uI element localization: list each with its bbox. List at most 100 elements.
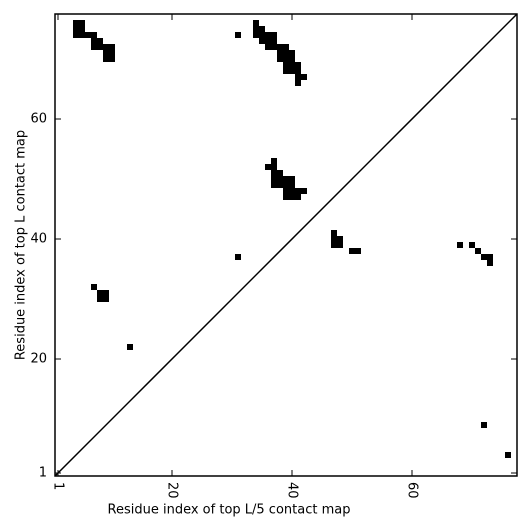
contact-cell bbox=[103, 296, 109, 302]
contact-cell bbox=[271, 170, 277, 176]
contact-cell bbox=[283, 62, 289, 68]
contact-cell bbox=[73, 20, 79, 26]
contact-cell bbox=[295, 80, 301, 86]
contact-cell bbox=[109, 44, 115, 50]
contact-cell bbox=[271, 164, 277, 170]
contact-cell bbox=[505, 452, 511, 458]
contact-cell bbox=[283, 56, 289, 62]
contact-cell bbox=[97, 44, 103, 50]
contact-cell bbox=[295, 68, 301, 74]
contact-cell bbox=[289, 194, 295, 200]
contact-cell bbox=[469, 242, 475, 248]
contact-cell bbox=[481, 422, 487, 428]
contact-cell bbox=[289, 50, 295, 56]
contact-cell bbox=[277, 170, 283, 176]
contact-cell bbox=[289, 56, 295, 62]
contact-cell bbox=[73, 32, 79, 38]
contact-cell bbox=[331, 236, 337, 242]
contact-cell bbox=[91, 44, 97, 50]
contact-cell bbox=[253, 32, 259, 38]
contact-cell bbox=[481, 254, 487, 260]
contact-cell bbox=[283, 50, 289, 56]
contact-cell bbox=[103, 56, 109, 62]
contact-cell bbox=[295, 194, 301, 200]
contact-cell bbox=[97, 296, 103, 302]
y-tick-label: 20 bbox=[30, 352, 47, 367]
contact-cell bbox=[103, 44, 109, 50]
y-tick-label: 40 bbox=[30, 232, 47, 247]
contact-cell bbox=[289, 182, 295, 188]
contact-cell bbox=[283, 68, 289, 74]
contact-cell bbox=[271, 44, 277, 50]
contact-cell bbox=[127, 344, 133, 350]
contact-cell bbox=[73, 26, 79, 32]
contact-cell bbox=[487, 254, 493, 260]
contact-cell bbox=[79, 20, 85, 26]
contact-cell bbox=[265, 44, 271, 50]
contact-cell bbox=[235, 254, 241, 260]
contact-cell bbox=[265, 32, 271, 38]
contact-cell bbox=[289, 176, 295, 182]
contact-cell bbox=[271, 158, 277, 164]
contact-cell bbox=[259, 38, 265, 44]
contact-cell bbox=[283, 176, 289, 182]
x-tick-label: 60 bbox=[405, 482, 420, 499]
contact-cell bbox=[295, 188, 301, 194]
contact-cell bbox=[103, 290, 109, 296]
contact-cell bbox=[487, 260, 493, 266]
contact-cell bbox=[289, 188, 295, 194]
contact-cell bbox=[277, 44, 283, 50]
contact-cell bbox=[301, 74, 307, 80]
contact-cell bbox=[331, 242, 337, 248]
contact-cell bbox=[97, 38, 103, 44]
contact-cell bbox=[277, 176, 283, 182]
contact-cell bbox=[475, 248, 481, 254]
contact-cell bbox=[337, 236, 343, 242]
contact-cell bbox=[85, 32, 91, 38]
contact-cell bbox=[337, 242, 343, 248]
diagonal-line bbox=[54, 13, 518, 477]
x-axis-label: Residue index of top L/5 contact map bbox=[108, 503, 351, 518]
contact-cell bbox=[109, 50, 115, 56]
contact-cell bbox=[283, 182, 289, 188]
x-tick-label: 40 bbox=[285, 482, 300, 499]
y-axis-label: Residue index of top L contact map bbox=[14, 130, 29, 360]
contact-cell bbox=[349, 248, 355, 254]
contact-cell bbox=[271, 38, 277, 44]
x-tick-label: 20 bbox=[165, 482, 180, 499]
contact-cell bbox=[271, 176, 277, 182]
contact-cell bbox=[271, 182, 277, 188]
contact-cell bbox=[283, 188, 289, 194]
contact-cell bbox=[79, 26, 85, 32]
contact-cell bbox=[295, 74, 301, 80]
plot-frame bbox=[54, 13, 518, 477]
contact-cell bbox=[331, 230, 337, 236]
contact-cell bbox=[91, 284, 97, 290]
contact-cell bbox=[97, 290, 103, 296]
contact-cell bbox=[355, 248, 361, 254]
contact-cell bbox=[259, 32, 265, 38]
contact-cell bbox=[235, 32, 241, 38]
contact-cell bbox=[289, 68, 295, 74]
contact-cell bbox=[301, 188, 307, 194]
contact-cell bbox=[265, 38, 271, 44]
contact-cell bbox=[283, 44, 289, 50]
contact-cell bbox=[271, 32, 277, 38]
contact-cell bbox=[283, 194, 289, 200]
contact-cell bbox=[259, 26, 265, 32]
x-tick-label: 1 bbox=[51, 482, 66, 490]
contact-cell bbox=[91, 32, 97, 38]
y-tick-label: 1 bbox=[39, 466, 47, 481]
contact-cell bbox=[109, 56, 115, 62]
contact-cell bbox=[79, 32, 85, 38]
contact-cell bbox=[253, 20, 259, 26]
contact-cell bbox=[277, 182, 283, 188]
contact-cell bbox=[277, 50, 283, 56]
contact-cell bbox=[295, 62, 301, 68]
contact-cell bbox=[457, 242, 463, 248]
contact-cell bbox=[265, 164, 271, 170]
contact-cell bbox=[91, 38, 97, 44]
contact-cell bbox=[289, 62, 295, 68]
